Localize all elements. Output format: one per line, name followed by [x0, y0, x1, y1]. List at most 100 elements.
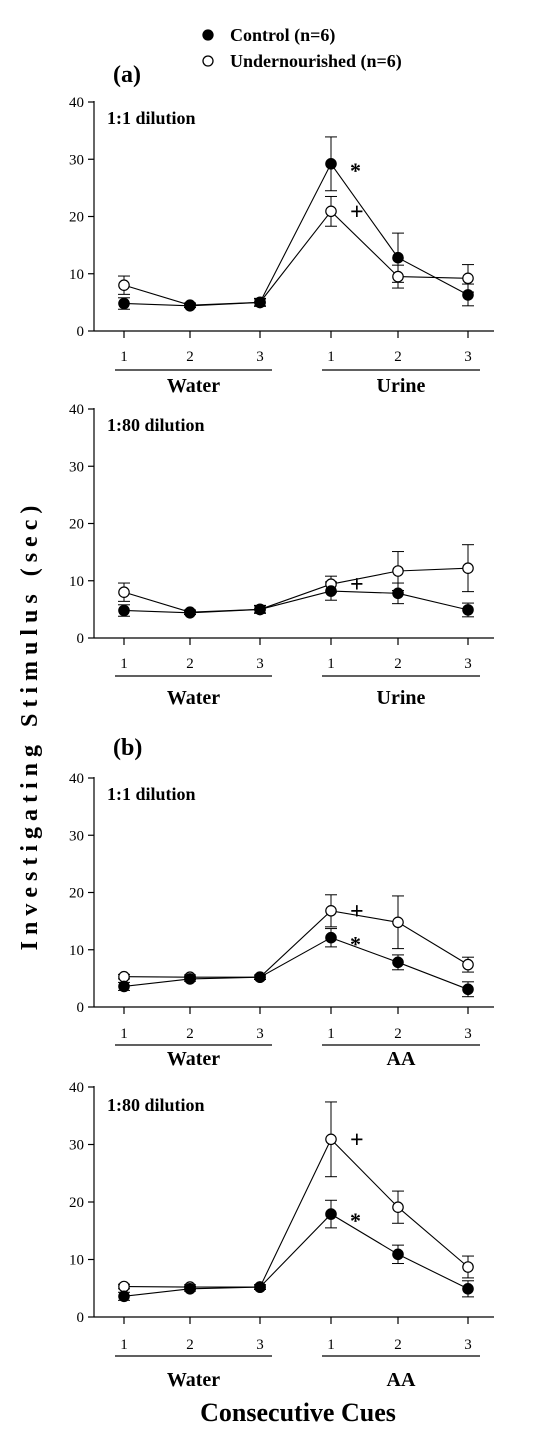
chart-panel-b-1-80-dilution: 0 10 20 30 40 1 2 3 1 2 3 Water AA 1:80 dilution * + [69, 1080, 494, 1391]
panel-subtitle: 1:1 dilution [107, 108, 196, 128]
y-tick-label: 20 [69, 517, 84, 533]
data-point-undernourished [118, 970, 130, 983]
y-tick-label: 20 [69, 1195, 84, 1211]
x-tick-label: 2 [186, 349, 194, 365]
x-tick-label: 1 [120, 656, 128, 672]
data-point-undernourished [325, 904, 337, 917]
x-tick-label: 3 [256, 1026, 264, 1042]
data-point-control [392, 587, 404, 600]
panel-label: (b) [113, 735, 142, 761]
data-point-control [392, 251, 404, 264]
x-tick-label: 3 [256, 656, 264, 672]
panel-subtitle: 1:80 dilution [107, 415, 205, 435]
y-tick-label: 10 [69, 267, 84, 283]
series-line [123, 937, 469, 990]
data-point-control [325, 585, 337, 597]
data-point-control [462, 983, 474, 996]
panel-subtitle: 1:80 dilution [107, 1095, 205, 1115]
group-label: Water [167, 1369, 220, 1391]
x-tick-label: 2 [394, 1337, 402, 1353]
data-point-control [462, 289, 474, 301]
data-point-undernourished [392, 1201, 404, 1213]
data-point-undernourished [392, 916, 404, 929]
chart-panel-b-1-1-dilution: 0 10 20 30 40 1 2 3 1 2 3 Water AA (b) 1:1 dilution * + [69, 735, 494, 1070]
data-point-control [254, 296, 266, 309]
y-tick-label: 10 [69, 943, 84, 959]
legend: Control (n=6) Undernourished (n=6) [202, 25, 402, 72]
chart-panel-a-1-1-dilution: 0 10 20 30 40 1 2 3 1 2 3 Water Urine (a) 1:1 dilution… [69, 62, 494, 397]
y-tick-label: 20 [69, 886, 84, 902]
x-tick-label: 1 [120, 1337, 128, 1353]
series-line [123, 910, 469, 978]
significance-asterisk: * [350, 158, 361, 183]
chart-panel-a-1-80-dilution: 0 10 20 30 40 1 2 3 1 2 3 Water Urine 1:80 dilution + [69, 402, 494, 709]
y-tick-label: 30 [69, 152, 84, 168]
x-tick-label: 3 [464, 349, 472, 365]
group-label: Urine [377, 687, 426, 709]
y-tick-label: 10 [69, 574, 84, 590]
x-tick-label: 3 [464, 656, 472, 672]
data-point-undernourished [462, 958, 474, 971]
data-point-undernourished [462, 272, 474, 285]
significance-plus: + [350, 572, 364, 598]
x-tick-label: 2 [394, 1026, 402, 1042]
significance-asterisk: * [350, 932, 361, 957]
significance-plus: + [350, 199, 364, 225]
x-tick-label: 1 [327, 349, 335, 365]
data-point-control [184, 973, 196, 985]
y-tick-label: 30 [69, 828, 84, 844]
series-line [123, 1138, 469, 1288]
data-point-undernourished [325, 205, 337, 218]
data-point-undernourished [392, 565, 404, 577]
data-point-control [184, 299, 196, 312]
data-point-control [254, 1281, 266, 1293]
y-tick-label: 0 [77, 1000, 85, 1016]
series-line [123, 1213, 469, 1297]
data-point-control [184, 1283, 196, 1295]
x-tick-label: 1 [327, 1337, 335, 1353]
data-point-undernourished [118, 1280, 130, 1293]
y-tick-label: 10 [69, 1253, 84, 1269]
x-tick-label: 2 [394, 349, 402, 365]
series-line [123, 210, 469, 306]
group-label: AA [387, 1048, 416, 1070]
data-point-control [184, 606, 196, 619]
y-tick-label: 30 [69, 1138, 84, 1154]
x-tick-label: 2 [186, 656, 194, 672]
x-tick-label: 1 [120, 1026, 128, 1042]
group-label: Urine [377, 375, 426, 397]
y-axis-title: Investigating Stimulus (sec) [17, 500, 43, 951]
data-point-control [325, 158, 337, 170]
legend-label-control: Control (n=6) [230, 25, 335, 46]
y-tick-label: 0 [77, 631, 85, 647]
data-point-undernourished [462, 562, 474, 574]
x-tick-label: 3 [256, 349, 264, 365]
data-point-undernourished [462, 1261, 474, 1273]
x-tick-label: 2 [394, 656, 402, 672]
y-tick-label: 40 [69, 95, 84, 111]
x-tick-label: 1 [120, 349, 128, 365]
series-line [123, 567, 469, 613]
data-point-control [254, 603, 266, 616]
data-point-control [392, 956, 404, 969]
group-label: Water [167, 1048, 220, 1070]
data-point-control [325, 1208, 337, 1220]
group-label: AA [387, 1369, 416, 1391]
data-point-control [118, 1290, 130, 1303]
x-tick-label: 3 [464, 1337, 472, 1353]
y-tick-label: 40 [69, 771, 84, 787]
significance-plus: + [350, 899, 364, 925]
legend-label-undernourished: Undernourished (n=6) [230, 51, 402, 72]
data-point-undernourished [325, 1133, 337, 1146]
panel-subtitle: 1:1 dilution [107, 784, 196, 804]
data-point-control [254, 971, 266, 983]
y-tick-label: 0 [77, 1310, 85, 1326]
data-point-control [118, 980, 130, 993]
data-point-control [325, 931, 337, 944]
y-tick-label: 40 [69, 402, 84, 418]
legend-marker-control [202, 29, 214, 41]
data-point-undernourished [118, 279, 130, 291]
data-point-control [118, 604, 130, 617]
y-tick-label: 40 [69, 1080, 84, 1096]
